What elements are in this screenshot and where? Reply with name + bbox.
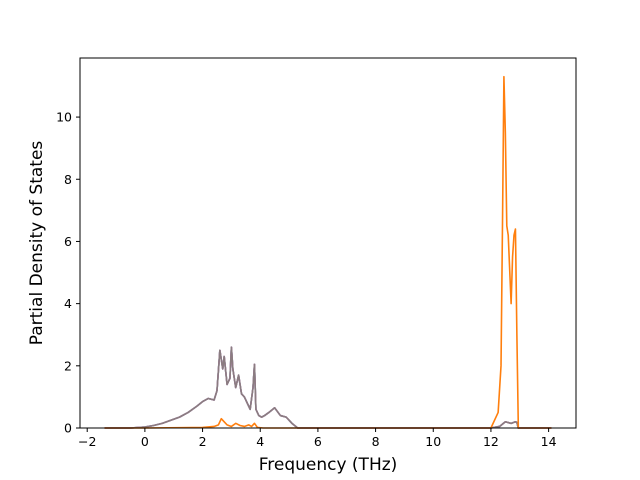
x-tick-label: 8 [372, 434, 380, 449]
y-tick-label: 6 [64, 234, 72, 249]
x-tick-label: 14 [541, 434, 557, 449]
y-tick-label: 0 [64, 421, 72, 436]
x-tick-label: 0 [141, 434, 149, 449]
x-axis-label: Frequency (THz) [259, 455, 398, 475]
x-tick-label: 2 [199, 434, 207, 449]
y-axis-ticks: 0 2 4 6 8 10 [56, 110, 80, 436]
y-tick-label: 4 [64, 296, 72, 311]
x-tick-label: 12 [483, 434, 499, 449]
y-tick-label: 8 [64, 172, 72, 187]
y-axis-label: Partial Density of States [27, 141, 47, 346]
x-tick-label: 10 [425, 434, 441, 449]
x-tick-label: 4 [256, 434, 264, 449]
plot-frame [79, 57, 577, 429]
x-axis-ticks: −2 0 2 4 6 8 10 12 14 [78, 428, 557, 449]
y-tick-label: 2 [64, 358, 72, 373]
y-tick-label: 10 [56, 110, 72, 125]
x-tick-label: 6 [314, 434, 322, 449]
x-tick-label: −2 [78, 434, 96, 449]
